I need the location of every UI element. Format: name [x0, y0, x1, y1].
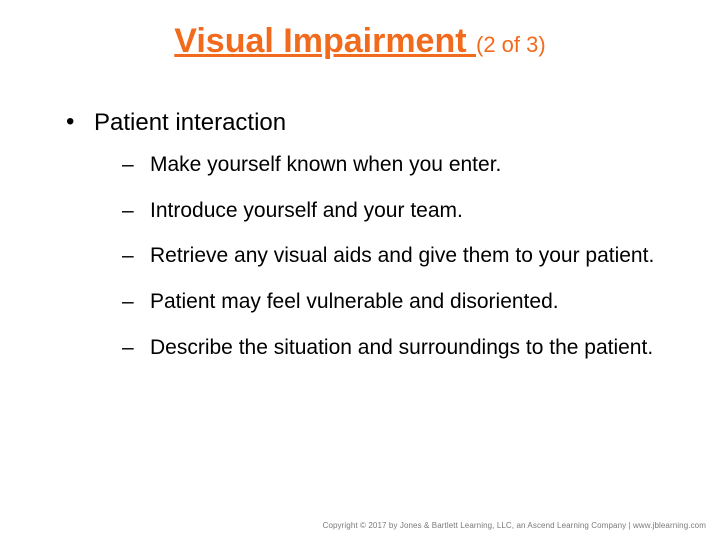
- bullet-text: Introduce yourself and your team.: [150, 199, 463, 222]
- title-suffix: (2 of 3): [476, 32, 546, 57]
- list-item: Patient interaction Make yourself known …: [66, 109, 660, 362]
- slide-title: Visual Impairment (2 of 3): [0, 0, 720, 61]
- bullet-list-level1: Patient interaction Make yourself known …: [66, 109, 660, 362]
- list-item: Make yourself known when you enter.: [122, 151, 660, 179]
- bullet-text: Make yourself known when you enter.: [150, 153, 501, 176]
- list-item: Retrieve any visual aids and give them t…: [122, 242, 660, 270]
- bullet-list-level2: Make yourself known when you enter. Intr…: [122, 151, 660, 362]
- bullet-text: Retrieve any visual aids and give them t…: [150, 244, 654, 267]
- slide-body: Patient interaction Make yourself known …: [0, 61, 720, 362]
- bullet-text: Patient interaction: [94, 109, 286, 136]
- list-item: Describe the situation and surroundings …: [122, 334, 660, 362]
- list-item: Introduce yourself and your team.: [122, 197, 660, 225]
- bullet-text: Patient may feel vulnerable and disorien…: [150, 290, 559, 313]
- slide: Visual Impairment (2 of 3) Patient inter…: [0, 0, 720, 540]
- list-item: Patient may feel vulnerable and disorien…: [122, 288, 660, 316]
- bullet-text: Describe the situation and surroundings …: [150, 336, 653, 359]
- copyright-footer: Copyright © 2017 by Jones & Bartlett Lea…: [323, 521, 706, 530]
- title-main: Visual Impairment: [174, 22, 476, 60]
